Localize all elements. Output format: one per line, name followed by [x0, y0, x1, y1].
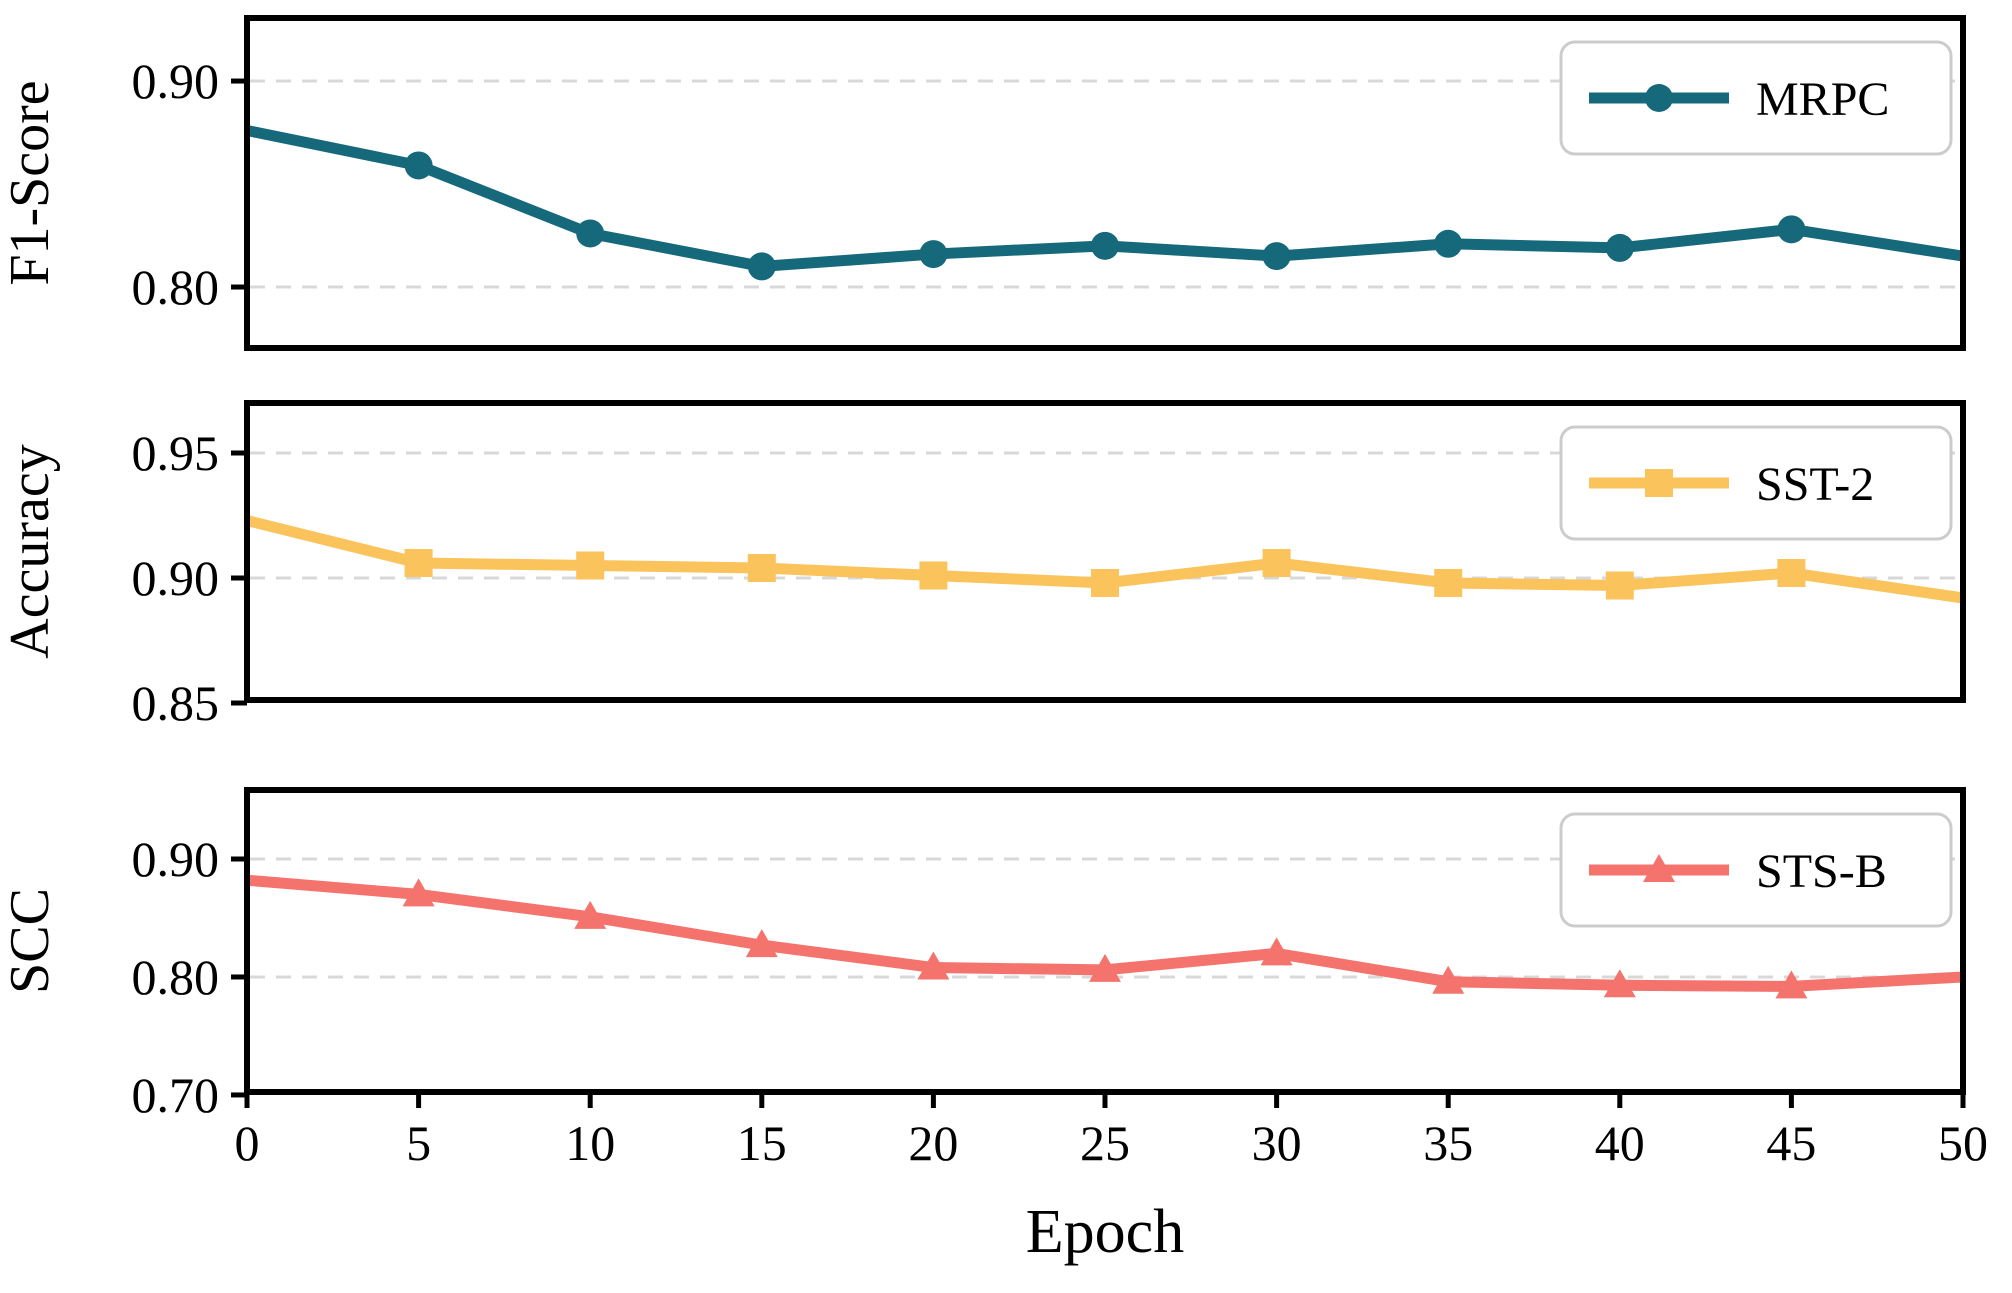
data-point-marker: [576, 219, 605, 248]
subplot-sts-b: 0.90 0.80 0.70 SCC STS-B: [0, 787, 1966, 1123]
legend-mrpc: MRPC: [1559, 40, 1953, 156]
x-axis-label: Epoch: [1026, 1198, 1184, 1266]
data-point-marker: [576, 551, 605, 580]
data-point-marker: [1434, 569, 1463, 597]
data-point-marker: [1260, 937, 1293, 966]
legend-label: STS-B: [1756, 845, 1887, 898]
data-point-marker: [917, 951, 950, 980]
data-point-marker: [404, 151, 433, 180]
data-point-marker: [1605, 233, 1634, 262]
data-point-marker: [747, 252, 776, 281]
data-point-marker: [402, 878, 435, 907]
y-tick-label: 0.70: [132, 1067, 220, 1123]
data-point-marker: [1605, 571, 1634, 600]
data-point-marker: [1603, 969, 1636, 998]
legend-box: [1559, 812, 1953, 928]
x-tick-label: 20: [908, 1115, 958, 1171]
y-tick-label: 0.95: [132, 425, 220, 481]
data-point-marker: [1432, 965, 1465, 994]
data-point-marker: [1775, 970, 1808, 999]
y-tick-label: 0.85: [132, 675, 220, 731]
x-tick-label: 50: [1938, 1115, 1988, 1171]
x-tick-label: 45: [1766, 1115, 1816, 1171]
x-tick-label: 40: [1595, 1115, 1645, 1171]
data-point-marker: [1091, 569, 1119, 597]
data-point-marker: [919, 561, 948, 590]
y-axis-label: F1-Score: [0, 80, 61, 285]
legend-sst-2: SST-2: [1559, 425, 1953, 541]
x-tick-label: 25: [1080, 1115, 1130, 1171]
axes-frame: [244, 15, 1966, 351]
legend-box: [1559, 40, 1953, 156]
x-tick-label: 35: [1423, 1115, 1473, 1171]
y-tick-label: 0.80: [132, 949, 220, 1005]
data-point-marker: [1777, 215, 1806, 244]
data-point-marker: [1777, 559, 1806, 587]
x-tick-label: 0: [235, 1115, 260, 1171]
legend-sts-b: STS-B: [1559, 812, 1953, 928]
y-tick-label: 0.90: [132, 831, 220, 887]
y-tick-label: 0.90: [132, 53, 220, 109]
legend-box: [1559, 425, 1953, 541]
data-point-marker: [1262, 549, 1291, 577]
subplot-sst-2: 0.95 0.90 0.85 Accuracy SST-2: [0, 400, 1966, 731]
subplot-mrpc: 0.90 0.80 F1-Score MRPC: [0, 15, 1966, 351]
data-point-marker: [574, 900, 607, 929]
data-point-marker: [745, 929, 778, 958]
y-tick-label: 0.90: [132, 550, 220, 606]
y-axis-label: SCC: [0, 888, 61, 994]
x-axis: 0 5 10 15 20 25 30 35 40 45 50 Epoch: [235, 1092, 1988, 1266]
legend-marker: [1645, 469, 1673, 497]
axes-frame: [244, 400, 1966, 703]
data-point-marker: [1091, 231, 1119, 260]
data-point-marker: [747, 554, 776, 582]
x-tick-label: 15: [737, 1115, 787, 1171]
legend-label: SST-2: [1756, 458, 1874, 511]
y-tick-label: 0.80: [132, 259, 220, 315]
data-point-marker: [1089, 953, 1121, 982]
x-tick-label: 30: [1252, 1115, 1302, 1171]
x-tick-label: 10: [565, 1115, 615, 1171]
legend-label: MRPC: [1756, 73, 1889, 126]
data-point-marker: [919, 240, 948, 269]
legend-marker: [1645, 84, 1673, 112]
x-tick-label: 5: [406, 1115, 431, 1171]
data-point-marker: [1262, 242, 1291, 271]
y-axis-label: Accuracy: [0, 444, 61, 659]
data-point-marker: [1434, 229, 1463, 258]
data-point-marker: [404, 549, 433, 577]
legend-marker: [1643, 854, 1675, 882]
